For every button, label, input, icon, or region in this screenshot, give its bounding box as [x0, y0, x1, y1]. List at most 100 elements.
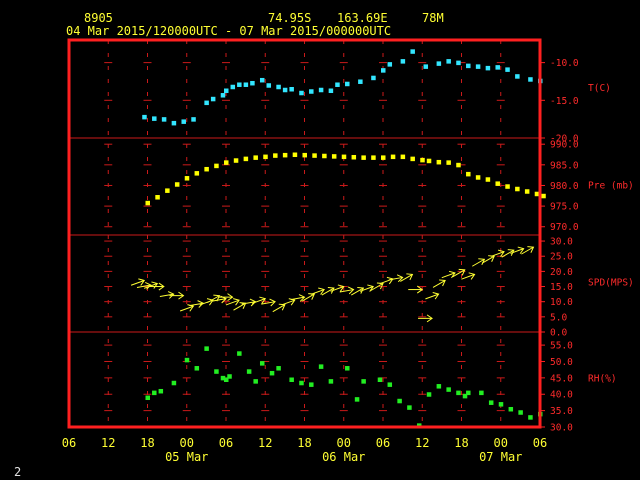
pressure-point — [495, 181, 500, 186]
humidity-point — [436, 384, 442, 389]
temperature-point — [446, 59, 451, 64]
humidity-point — [259, 361, 265, 366]
temperature-point — [387, 62, 393, 67]
wind-arrow — [400, 273, 414, 282]
wind-arrow-head — [357, 287, 365, 294]
pressure-point — [456, 162, 461, 168]
humidity-point — [456, 390, 461, 396]
data-layer — [130, 49, 546, 428]
temperature-point — [259, 77, 265, 83]
wind-arrow-shaft — [452, 269, 466, 278]
pressure-y-tick-label: 980.0 — [550, 181, 579, 192]
humidity-point — [145, 395, 150, 401]
pressure-y-tick-label: 970.0 — [550, 222, 579, 233]
wind-arrow-shaft — [136, 284, 151, 288]
wind-arrow-shaft — [351, 287, 364, 296]
temperature-y-tick-label: -10.0 — [550, 58, 579, 69]
pressure-point — [322, 153, 327, 159]
wind-arrow — [351, 287, 365, 296]
wind-arrow-shaft — [301, 293, 315, 302]
humidity-point — [466, 390, 471, 396]
wind-arrow-shaft — [388, 276, 403, 281]
wind-arrow-head — [448, 270, 456, 279]
station-elevation: 78M — [422, 11, 444, 25]
wind-arrow-head — [298, 294, 306, 302]
wind-arrow-shaft — [281, 299, 295, 306]
wind-arrow-head — [347, 286, 355, 295]
temperature-y-tick-label: -20.0 — [550, 134, 579, 145]
temperature-point — [282, 87, 288, 93]
temperature-point — [345, 81, 350, 87]
wind-arrow-head — [308, 293, 316, 300]
wind-arrow-shaft — [330, 286, 344, 292]
temperature-point — [289, 87, 294, 92]
humidity-point — [377, 377, 383, 382]
wind-arrow — [189, 300, 204, 308]
humidity-point — [171, 380, 177, 386]
wind-arrow-shaft — [310, 289, 325, 295]
temperature-point — [204, 100, 209, 106]
pressure-point — [534, 191, 540, 197]
temperature-point — [299, 90, 304, 96]
pressure-point — [381, 155, 386, 160]
pressure-point — [446, 160, 451, 165]
temperature-point — [237, 82, 242, 87]
wind-arrow-shaft — [321, 287, 335, 296]
x-tick-label: 18 — [140, 436, 154, 450]
temperature-point — [152, 116, 157, 121]
wind-arrow-head — [406, 273, 414, 281]
wind-arrow-head — [259, 296, 267, 304]
wind-arrow-head — [517, 246, 525, 254]
wind-arrow — [379, 276, 394, 285]
wind-arrow — [490, 249, 505, 257]
pressure-point — [145, 200, 150, 206]
wind-arrow-head — [269, 298, 276, 307]
temperature-point — [505, 67, 510, 72]
wind-arrow-head — [327, 287, 335, 294]
wind-arrow — [425, 292, 440, 300]
humidity-point — [269, 370, 275, 376]
wind-arrow-head — [507, 249, 515, 256]
wind-arrow-shaft — [233, 302, 246, 311]
wind-arrow — [408, 285, 424, 294]
wind-arrow — [225, 298, 240, 306]
wind-arrow-shaft — [521, 246, 534, 255]
wind-arrow-shaft — [225, 299, 240, 306]
humidity-point — [387, 382, 393, 387]
wind-arrow-head — [497, 249, 505, 257]
wind-y-tick-label: 10.0 — [550, 297, 573, 308]
wind-arrow-head — [213, 294, 221, 302]
humidity-y-tick-label: 50.0 — [550, 357, 573, 368]
grid-layer — [69, 40, 540, 428]
humidity-point — [354, 397, 360, 402]
wind-arrow — [441, 270, 456, 279]
wind-arrow-head — [158, 282, 165, 291]
humidity-point — [488, 400, 494, 405]
wind-arrow — [388, 274, 404, 283]
humidity-point — [462, 393, 468, 399]
temperature-point — [400, 59, 406, 64]
wind-arrow — [321, 287, 335, 296]
temperature-point — [358, 79, 363, 84]
humidity-y-tick-label: 40.0 — [550, 390, 573, 401]
wind-arrow — [521, 246, 535, 255]
temperature-point — [466, 63, 471, 69]
temperature-point — [171, 120, 177, 126]
wind-y-tick-label: 0.0 — [550, 328, 567, 339]
wind-arrow-head — [337, 284, 345, 292]
wind-arrow-shaft — [441, 272, 456, 279]
wind-arrow — [432, 279, 446, 288]
wind-arrow-shaft — [290, 296, 305, 301]
wind-arrow — [218, 293, 234, 302]
temperature-y-tick-label: -15.0 — [550, 96, 579, 107]
wind-arrow — [418, 314, 433, 323]
wind-arrow-shaft — [159, 293, 174, 298]
x-date-label: 06 Mar — [322, 450, 365, 464]
humidity-panel-label: RH(%) — [588, 374, 617, 385]
wind-arrow-head — [227, 293, 234, 302]
wind-panel-label: SPD(MPS) — [588, 278, 634, 289]
humidity-point — [289, 377, 294, 382]
wind-arrow — [272, 303, 286, 313]
pressure-point — [485, 177, 491, 182]
temperature-point — [475, 64, 481, 69]
